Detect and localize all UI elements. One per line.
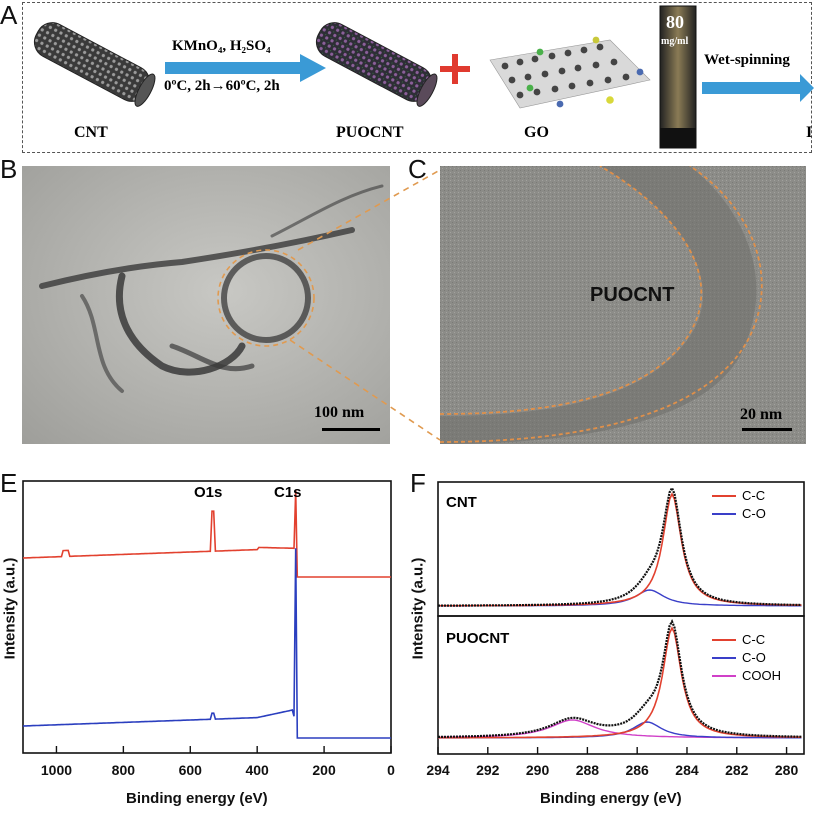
f-top-legend-co: C-O: [742, 506, 766, 521]
e-ticks: [55, 746, 392, 753]
f-bottom-frame: [437, 615, 805, 755]
f-tick-label: 282: [725, 762, 749, 778]
tem-image-b: 100 nm: [22, 166, 390, 444]
panel-label-a: A: [0, 0, 18, 30]
f-ticks: [437, 747, 788, 754]
f-tick-label: 290: [525, 762, 550, 778]
e-plot-frame: [22, 480, 392, 754]
f-bot-legend-cooh: COOH: [742, 668, 781, 683]
cut-off-label: I: [806, 124, 813, 141]
f-bottom-title: PUOCNT: [446, 630, 510, 647]
cnt-tube: [33, 22, 156, 107]
e-tick-label: 400: [245, 762, 269, 778]
f-xlabel: Binding energy (eV): [540, 790, 682, 807]
f-bot-legend-co: C-O: [742, 650, 766, 665]
f-tick-label: 288: [575, 762, 600, 778]
e-series-cnt: [22, 490, 391, 578]
xps-c1s-chart: [437, 481, 805, 755]
f-top-legend-cc: C-C: [742, 488, 766, 503]
f-tick-label: 294: [426, 762, 450, 778]
panel-label-c: C: [408, 154, 427, 184]
xps-survey-chart: [22, 480, 392, 754]
tem-image-c: PUOCNT 20 nm: [440, 166, 806, 444]
panel-label-b: B: [0, 154, 18, 184]
e-tick-label: 1000: [40, 762, 73, 778]
e-peak-o1s: O1s: [194, 484, 223, 501]
wet-spinning-label: Wet-spinning: [704, 52, 790, 68]
f-bottom-measured: [438, 619, 802, 738]
f-bot-legend-cc: C-C: [742, 632, 766, 647]
reagents-label-2: 0ºC, 2h→60ºC, 2h: [164, 78, 280, 94]
e-tick-label: 200: [312, 762, 336, 778]
arrow-wet-spinning: [702, 74, 814, 102]
panel-label-e: E: [0, 468, 18, 498]
f-tick-label: 280: [774, 762, 799, 778]
vial-unit: mg/ml: [661, 36, 689, 47]
vial-concentration: 80: [666, 12, 684, 32]
arrow-oxidation: [165, 54, 326, 82]
scheme-illustration: [33, 5, 814, 149]
tem-c-drawing: [440, 166, 806, 444]
scale-bar-c: [742, 428, 792, 431]
tem-b-drawing: [39, 184, 384, 393]
puocnt-tem-label: PUOCNT: [590, 284, 675, 306]
scale-bar-b: [322, 428, 380, 431]
f-tick-label: 286: [625, 762, 649, 778]
scheme-frame: [22, 2, 812, 153]
puocnt-tube: [315, 22, 438, 107]
e-tick-label: 0: [387, 762, 395, 778]
e-peak-c1s: C1s: [274, 484, 302, 501]
go-sheet: [489, 36, 651, 109]
e-series-puocnt: [22, 548, 391, 739]
vial: [659, 5, 697, 149]
f-tick-label: 292: [476, 762, 500, 778]
go-label: GO: [524, 124, 549, 141]
e-tick-label: 600: [178, 762, 202, 778]
f-tick-label: 284: [675, 762, 699, 778]
plus-sign: [440, 54, 470, 84]
scale-label-b: 100 nm: [314, 404, 365, 421]
f-top-title: CNT: [446, 494, 477, 511]
e-tick-label: 800: [111, 762, 136, 778]
puocnt-label: PUOCNT: [336, 124, 404, 141]
f-top-measured: [438, 485, 802, 607]
scale-label-c: 20 nm: [740, 406, 783, 423]
reagents-label-1: KMnO₄, H₂SO₄: [172, 38, 271, 54]
f-ylabel: Intensity (a.u.): [409, 557, 427, 660]
e-ylabel: Intensity (a.u.): [1, 557, 19, 660]
cnt-label: CNT: [74, 124, 108, 141]
e-xlabel: Binding energy (eV): [126, 790, 268, 807]
panel-label-f: F: [410, 468, 426, 498]
